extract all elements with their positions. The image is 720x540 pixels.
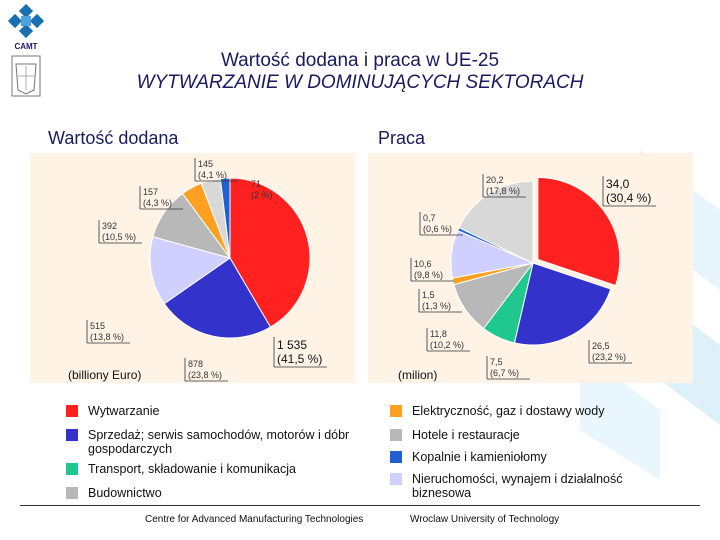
legend-label: Sprzedaż; serwis samochodów, motorów i d… [88, 428, 350, 456]
legend-label: Kopalnie i kamieniołomy [412, 450, 547, 464]
legend-item: Sprzedaż; serwis samochodów, motorów i d… [66, 428, 366, 456]
data-label-percent: (17,8 %) [486, 186, 520, 196]
footer-right: Wroclaw University of Technology [410, 514, 560, 525]
pie-slice [537, 176, 621, 287]
legend-swatch [66, 429, 78, 441]
data-label-value: 515 [90, 321, 105, 331]
legend-swatch [66, 463, 78, 475]
pie-slice [219, 177, 231, 259]
unit-label: (milion) [398, 368, 437, 382]
legend-label: Wytwarzanie [88, 404, 160, 418]
camt-logo: CAMT [7, 4, 45, 97]
footer-divider [20, 505, 700, 506]
legend-label: Budownictwo [88, 486, 162, 500]
svg-text:CAMT: CAMT [14, 42, 37, 51]
data-label-value: 10,6 [414, 259, 432, 269]
pie-slice [513, 262, 612, 346]
footer-left: Centre for Advanced Manufacturing Techno… [145, 514, 364, 525]
legend-swatch [390, 451, 402, 463]
chart-title-right: Praca [378, 128, 426, 148]
legend-item: Hotele i restauracje [390, 428, 650, 442]
legend-label: Nieruchomości, wynajem i działalność biz… [412, 472, 623, 500]
pie-slice [229, 177, 311, 328]
legend-swatch [390, 473, 402, 485]
data-label-value: 20,2 [486, 175, 504, 185]
legend-swatch [390, 429, 402, 441]
pie-chart-employment: 34,0(30,4 %)26,5(23,2 %)7,5(6,7 %)11,8(1… [368, 153, 693, 383]
data-label-percent: (2 %) [251, 190, 273, 200]
pie-slice [149, 236, 232, 305]
pie-chart-value-added: 1 535(41,5 %) 878(23,8 %) 515(13,8 %) 392(1… [30, 153, 355, 383]
legend-label: Transport, składowanie i komunikacja [88, 462, 296, 476]
pie-slice [163, 257, 272, 339]
data-label-value: 34,0 [606, 177, 630, 191]
data-label-percent: (23,8 %) [188, 370, 222, 380]
chart-title-left: Wartość dodana [48, 128, 179, 148]
page-title: Wartość dodana i praca w UE-25 [220, 50, 500, 71]
data-label-percent: (23,2 %) [592, 352, 626, 362]
legend-item: Wytwarzanie [66, 404, 366, 418]
data-label-value: 1,5 [422, 290, 435, 300]
pie-slice [458, 180, 534, 264]
data-label-value: 11,8 [430, 329, 447, 339]
unit-label: (billiony Euro) [68, 368, 141, 382]
data-label-value: 26,5 [592, 341, 610, 351]
legend-item: Kopalnie i kamieniołomy [390, 450, 650, 464]
legend-label: Hotele i restauracje [412, 428, 520, 442]
data-label-value: 7,5 [490, 357, 503, 367]
legend-swatch [66, 405, 78, 417]
legend-item: Nieruchomości, wynajem i działalność biz… [390, 472, 650, 500]
data-label-percent: (9,8 %) [414, 270, 443, 280]
data-label-percent: (1,3 %) [422, 301, 451, 311]
legend-item: Elektryczność, gaz i dostawy wody [390, 404, 650, 418]
legend-label: Elektryczność, gaz i dostawy wody [412, 404, 605, 418]
data-label-percent: (4,3 %) [143, 198, 172, 208]
data-label-percent: (13,8 %) [90, 332, 124, 342]
legend-item: Budownictwo [66, 486, 366, 500]
legend-swatch [390, 405, 402, 417]
legend-item: Transport, składowanie i komunikacja [66, 462, 366, 476]
data-label-percent: (41,5 %) [277, 352, 322, 366]
data-label-percent: (10,5 %) [102, 232, 136, 242]
data-label-value: 157 [143, 187, 158, 197]
data-label-value: 0,7 [423, 213, 436, 223]
data-label-percent: (4,1 %) [198, 170, 227, 180]
data-label-value: 878 [188, 359, 203, 369]
data-label-percent: (0,6 %) [423, 224, 452, 234]
page-subtitle: WYTWARZANIE W DOMINUJĄCYCH SEKTORACH [136, 72, 584, 93]
data-label-percent: (30,4 %) [606, 191, 651, 205]
data-label-value: 1 535 [277, 338, 307, 352]
legend-swatch [66, 487, 78, 499]
data-label-percent: (10,2 %) [430, 340, 464, 350]
data-label-value: 71 [251, 179, 261, 189]
data-label-value: 392 [102, 221, 117, 231]
data-label-percent: (6,7 %) [490, 368, 519, 378]
data-label-value: 145 [198, 159, 213, 169]
